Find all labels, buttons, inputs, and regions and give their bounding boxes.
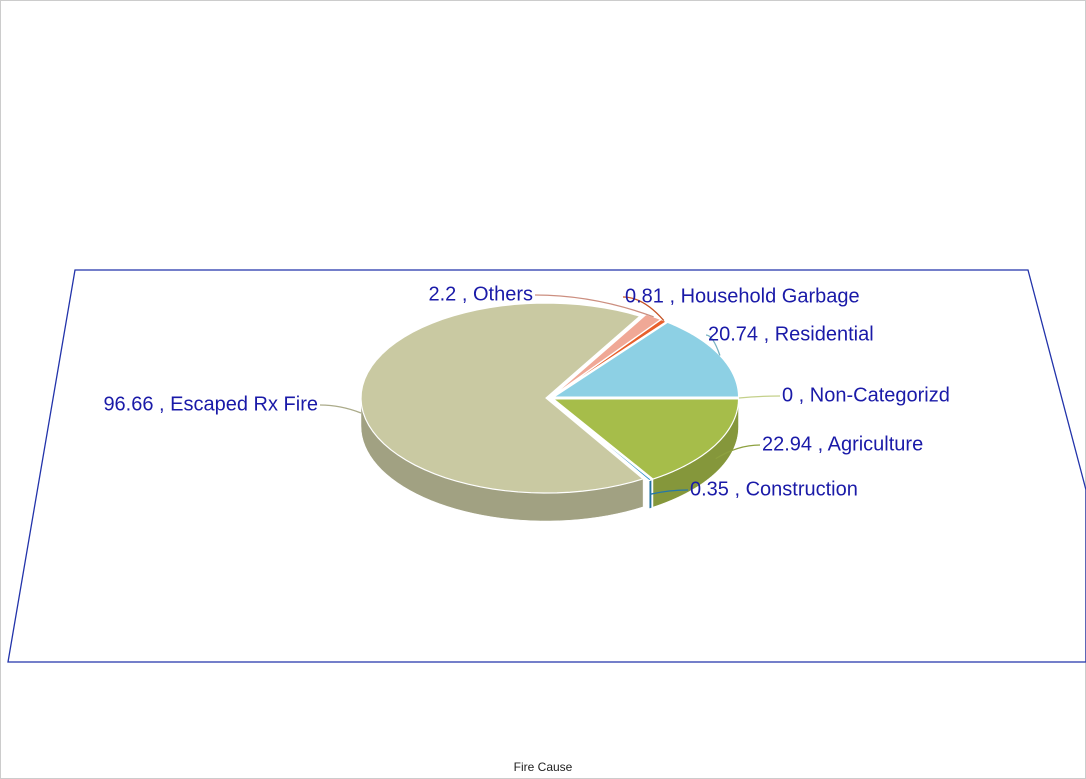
slice <box>552 318 668 397</box>
leader-line <box>622 296 665 321</box>
leader-line <box>738 395 781 399</box>
data-label: 0 , Non-Categorizd <box>782 384 950 406</box>
data-label: 0.35 , Construction <box>690 478 858 500</box>
leader-line <box>715 444 761 460</box>
data-label: 0.81 , Household Garbage <box>625 285 860 307</box>
slice <box>360 302 645 494</box>
leader-line <box>534 294 654 318</box>
data-label: 2.2 , Others <box>429 283 534 305</box>
data-label: 22.94 , Agriculture <box>762 433 923 455</box>
data-label: 20.74 , Residential <box>708 323 874 345</box>
slice <box>551 321 740 398</box>
x-axis-label: Fire Cause <box>514 760 573 774</box>
leader-line <box>705 334 721 356</box>
slice <box>551 399 653 482</box>
leader-line <box>319 404 362 414</box>
data-label: 96.66 , Escaped Rx Fire <box>103 393 318 415</box>
slice <box>551 398 740 480</box>
plot-plane <box>7 269 1086 663</box>
leader-line <box>650 489 689 495</box>
